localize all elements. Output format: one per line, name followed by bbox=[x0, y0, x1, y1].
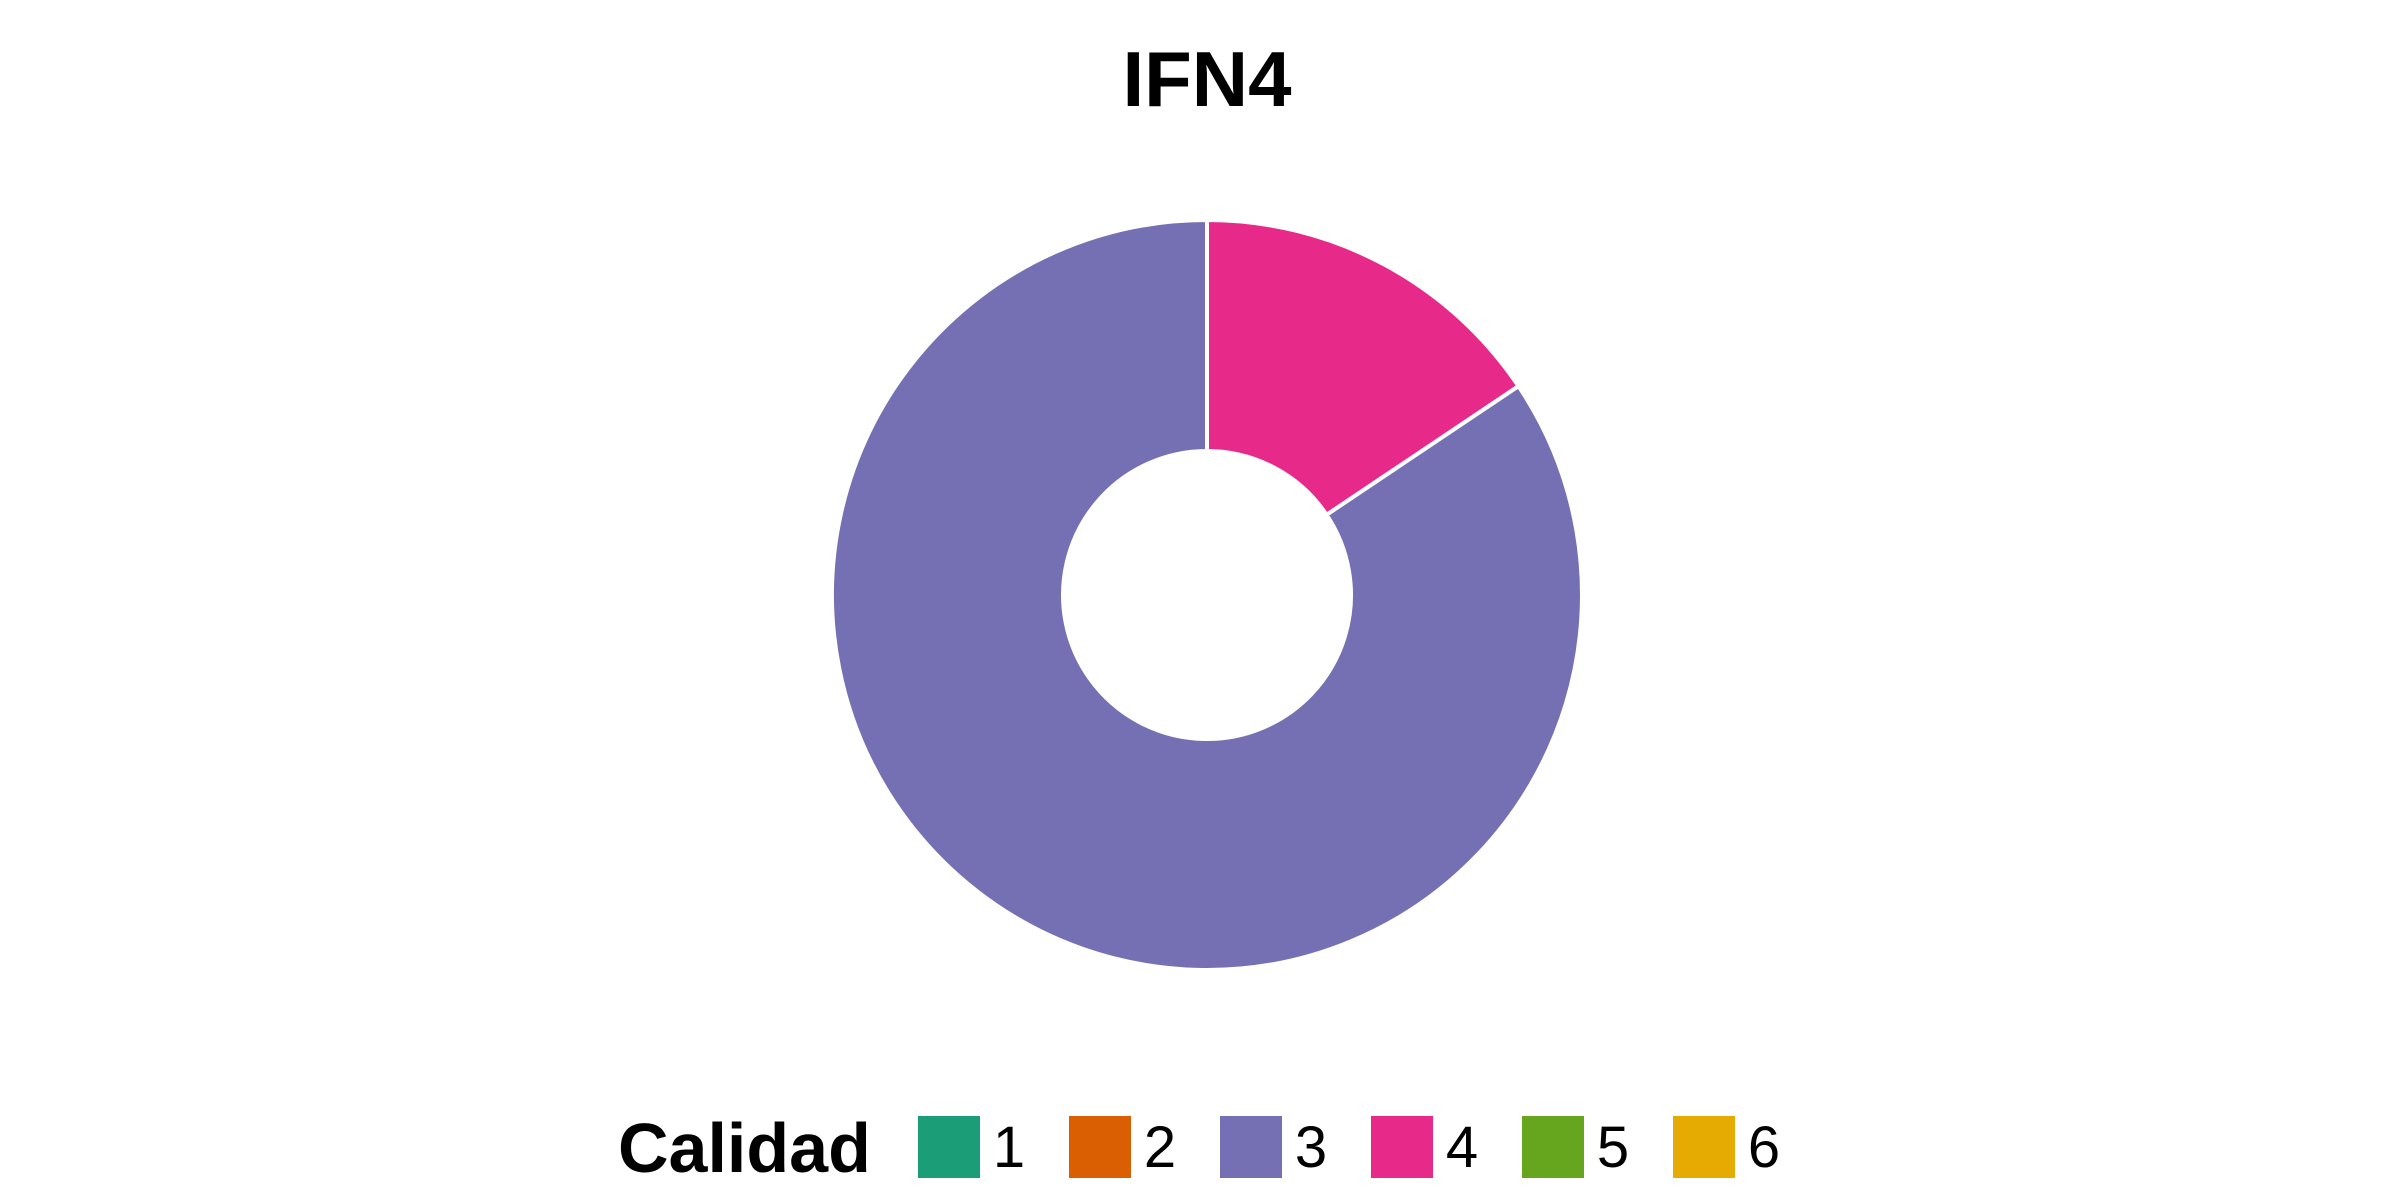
legend-label-6: 6 bbox=[1748, 1115, 1780, 1180]
donut-slice-4 bbox=[1205, 217, 1522, 518]
legend-label-4: 4 bbox=[1446, 1115, 1478, 1180]
legend-swatch-5 bbox=[1522, 1116, 1584, 1178]
legend-label-3: 3 bbox=[1295, 1115, 1327, 1180]
legend-title: Calidad bbox=[618, 1109, 871, 1187]
donut-slices bbox=[830, 217, 1584, 972]
legend-swatch-4 bbox=[1371, 1116, 1433, 1178]
donut-slice-3 bbox=[830, 217, 1584, 972]
legend-label-2: 2 bbox=[1144, 1115, 1176, 1180]
legend-swatch-1 bbox=[918, 1116, 980, 1178]
legend-label-5: 5 bbox=[1597, 1115, 1629, 1180]
legend-swatch-3 bbox=[1220, 1116, 1282, 1178]
legend-label-1: 1 bbox=[993, 1115, 1025, 1180]
legend-swatch-6 bbox=[1673, 1116, 1735, 1178]
chart-title: IFN4 bbox=[1122, 35, 1291, 123]
legend: Calidad 1 2 3 4 5 6 bbox=[618, 1109, 1780, 1187]
legend-swatch-2 bbox=[1069, 1116, 1131, 1178]
